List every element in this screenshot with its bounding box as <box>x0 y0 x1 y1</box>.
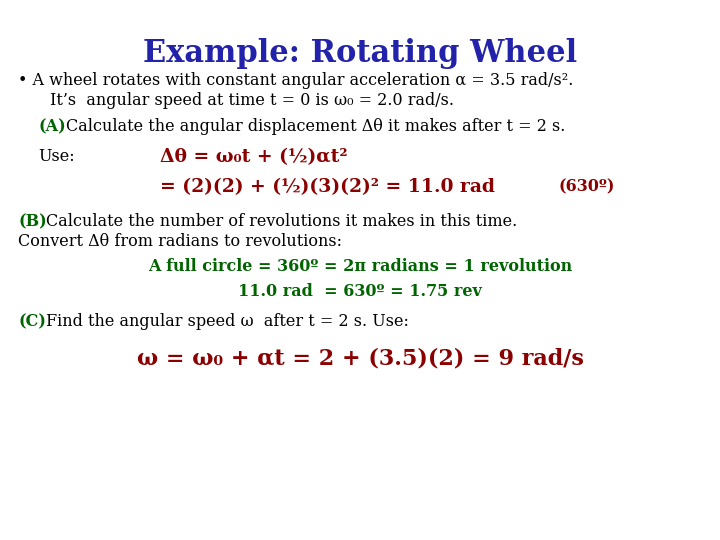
Text: Δθ = ω₀t + (½)αt²: Δθ = ω₀t + (½)αt² <box>160 148 348 166</box>
Text: It’s  angular speed at time t = 0 is ω₀ = 2.0 rad/s.: It’s angular speed at time t = 0 is ω₀ =… <box>50 92 454 109</box>
Text: Find the angular speed ω  after t = 2 s. Use:: Find the angular speed ω after t = 2 s. … <box>46 313 409 330</box>
Text: (B): (B) <box>18 213 47 230</box>
Text: Use:: Use: <box>38 148 75 165</box>
Text: Convert Δθ from radians to revolutions:: Convert Δθ from radians to revolutions: <box>18 233 342 250</box>
Text: (A): (A) <box>38 118 66 135</box>
Text: Calculate the angular displacement Δθ it makes after t = 2 s.: Calculate the angular displacement Δθ it… <box>66 118 565 135</box>
Text: = (2)(2) + (½)(3)(2)² = 11.0 rad: = (2)(2) + (½)(3)(2)² = 11.0 rad <box>160 178 495 196</box>
Text: ω = ω₀ + αt = 2 + (3.5)(2) = 9 rad/s: ω = ω₀ + αt = 2 + (3.5)(2) = 9 rad/s <box>137 348 583 370</box>
Text: (C): (C) <box>18 313 46 330</box>
Text: (630º): (630º) <box>558 178 614 195</box>
Text: Calculate the number of revolutions it makes in this time.: Calculate the number of revolutions it m… <box>46 213 517 230</box>
Text: 11.0 rad  = 630º = 1.75 rev: 11.0 rad = 630º = 1.75 rev <box>238 283 482 300</box>
Text: Example: Rotating Wheel: Example: Rotating Wheel <box>143 38 577 69</box>
Text: A full circle = 360º = 2π radians = 1 revolution: A full circle = 360º = 2π radians = 1 re… <box>148 258 572 275</box>
Text: • A wheel rotates with constant angular acceleration α = 3.5 rad/s².: • A wheel rotates with constant angular … <box>18 72 573 89</box>
